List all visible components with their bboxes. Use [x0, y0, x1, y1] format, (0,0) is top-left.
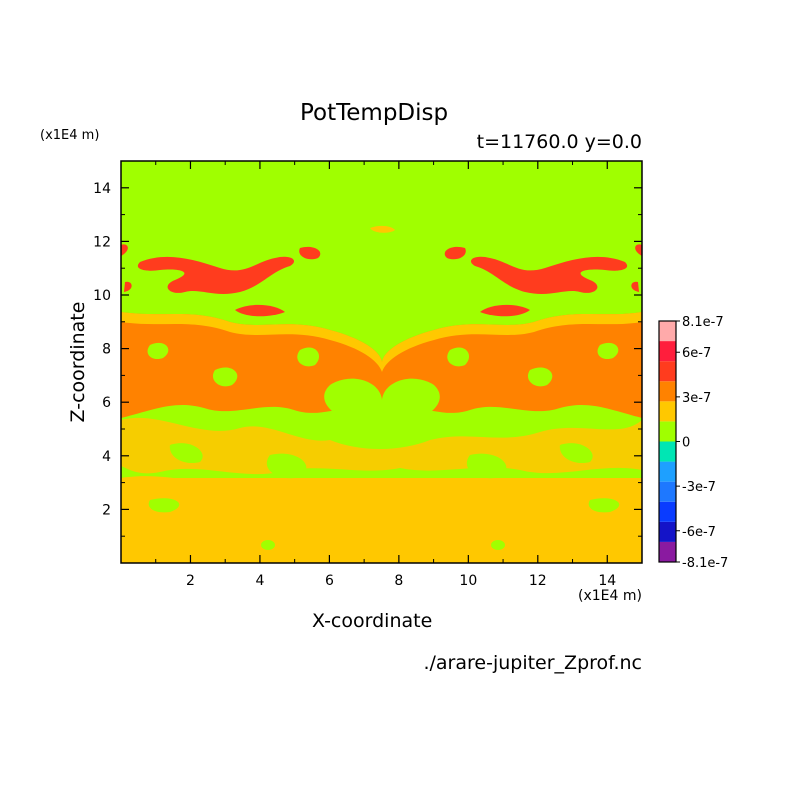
colorbar-swatch: [659, 381, 676, 402]
y-tick-label: 6: [102, 395, 111, 411]
x-tick-label: 14: [598, 573, 616, 589]
colorbar-label: 0: [682, 436, 690, 451]
x-tick-label: 8: [394, 573, 403, 589]
colorbar-swatch: [659, 461, 676, 482]
chart-title: PotTempDisp: [300, 100, 449, 126]
colorbar-label: 6e-7: [682, 346, 711, 361]
green-hole: [212, 367, 238, 387]
colorbar-swatch: [659, 341, 676, 362]
green-hole: [527, 367, 553, 387]
region-upper-filament: [370, 225, 395, 233]
colorbar-swatch: [659, 521, 676, 542]
green-patch: [148, 498, 180, 513]
x-axis-ticks: 2 4 6 8 10 12 14: [155, 161, 616, 589]
y-tick-label: 8: [102, 342, 111, 358]
green-patch: [559, 443, 593, 464]
colorbar-swatch: [659, 541, 676, 562]
region-upper-filament: [235, 304, 285, 317]
colorbar-label: -3e-7: [682, 480, 716, 495]
source-file-label: ./arare-jupiter_Zprof.nc: [423, 652, 642, 674]
colorbar-label: 3e-7: [682, 391, 711, 406]
warm-band-rim: [121, 312, 642, 372]
region-upper-filament: [444, 246, 466, 260]
colorbar-label: -6e-7: [682, 525, 716, 540]
y-tick-label: 12: [93, 234, 111, 250]
region-upper-filament: [480, 304, 530, 317]
green-patch: [588, 498, 620, 513]
green-patch: [466, 453, 507, 479]
plot-frame: [120, 160, 643, 564]
region-upper-filament: [121, 244, 128, 256]
x-axis-label: X-coordinate: [312, 610, 433, 632]
colorbar-swatch: [659, 501, 676, 522]
colorbar-label: -8.1e-7: [682, 556, 728, 571]
colorbar-swatch: [659, 401, 676, 422]
region-upper-filament: [631, 281, 639, 292]
colorbar: 8.1e-7 6e-7 3e-7 0 -3e-7 -6e-7 -8.1e-7: [658, 315, 728, 571]
y-axis-ticks: 2 4 6 8 10 12 14: [93, 181, 642, 537]
region-upper-filament: [635, 244, 642, 256]
region-bottom-edge: [121, 476, 642, 500]
colorbar-swatch: [659, 321, 676, 342]
x-tick-label: 12: [529, 573, 547, 589]
colorbar-swatch: [659, 441, 676, 462]
y-tick-label: 4: [102, 449, 111, 465]
y-axis-unit: (x1E4 m): [40, 128, 100, 143]
green-hole: [324, 378, 440, 445]
colorbar-label: 8.1e-7: [682, 315, 724, 330]
region-upper-filament: [299, 246, 321, 260]
x-tick-label: 2: [186, 573, 195, 589]
green-patch: [266, 453, 307, 479]
colorbar-swatch: [659, 481, 676, 502]
colorbar-swatch: [659, 421, 676, 442]
region-upper-filament: [137, 256, 295, 294]
region-upper-filament: [470, 256, 628, 294]
green-patch: [169, 443, 203, 464]
y-tick-label: 10: [93, 288, 111, 304]
green-hole: [147, 342, 169, 360]
green-hole: [447, 347, 470, 367]
x-tick-label: 6: [325, 573, 334, 589]
green-patch: [491, 540, 505, 550]
green-patch: [261, 540, 275, 550]
green-hole: [297, 347, 320, 367]
chart-subtitle: t=11760.0 y=0.0: [476, 131, 642, 153]
plot-area: [121, 161, 642, 563]
region-mid-mixed: [121, 417, 642, 475]
x-tick-label: 10: [459, 573, 477, 589]
region-warm-band: [121, 312, 642, 440]
x-tick-label: 4: [255, 573, 264, 589]
colorbar-swatch: [659, 361, 676, 382]
region-upper-filament: [124, 281, 132, 292]
y-tick-label: 2: [102, 502, 111, 518]
y-tick-label: 14: [93, 181, 111, 197]
green-hole: [597, 342, 619, 360]
x-axis-unit: (x1E4 m): [578, 588, 642, 604]
